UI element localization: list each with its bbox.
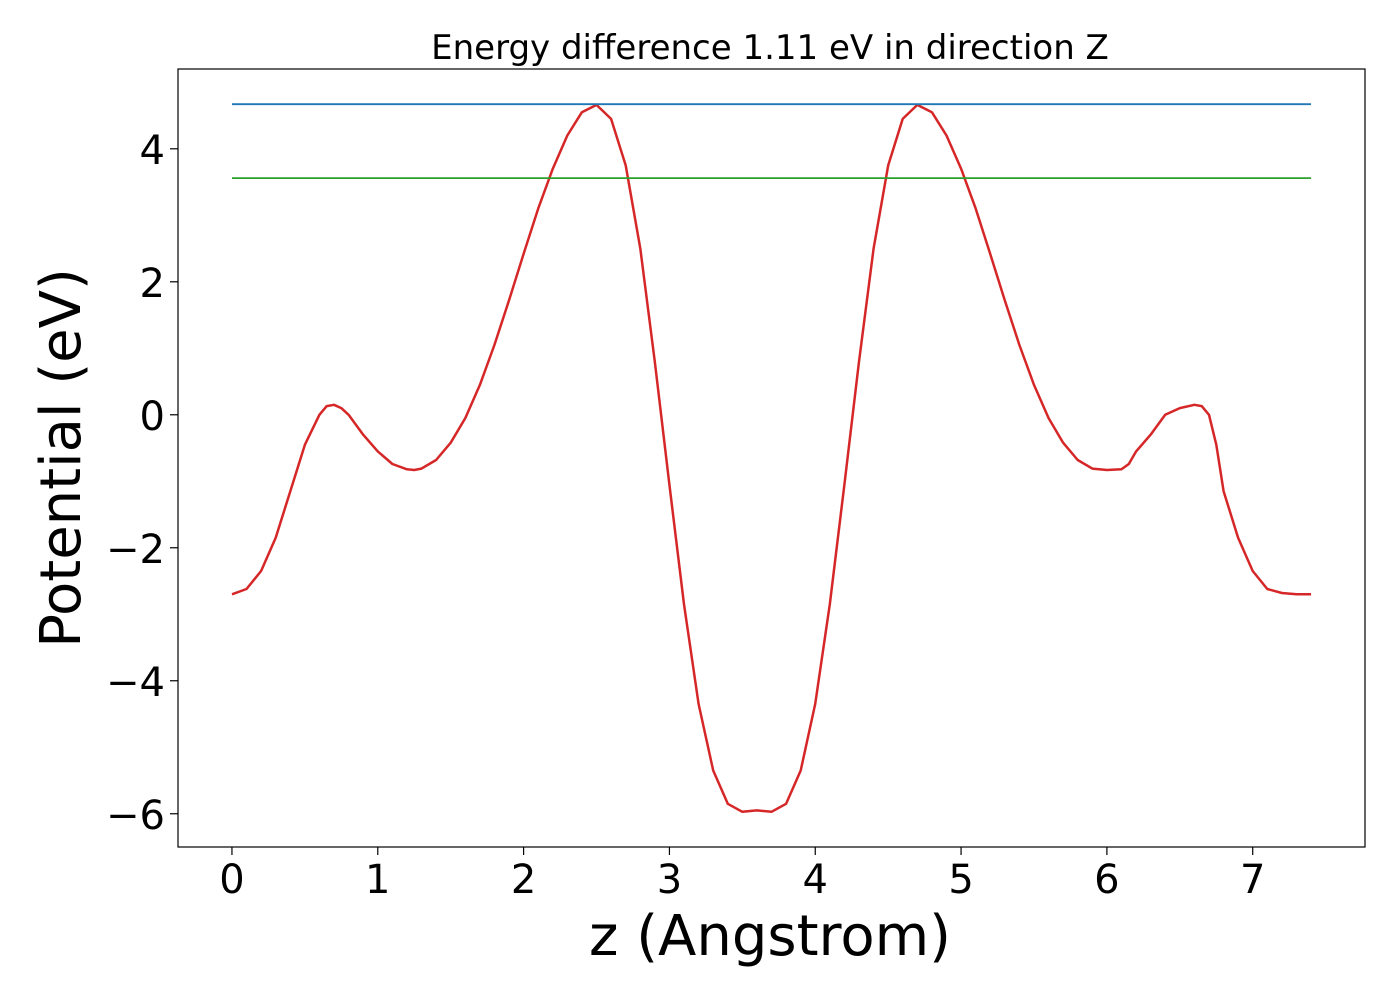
x-tick-label: 3 xyxy=(657,857,682,903)
y-tick-label: 0 xyxy=(140,394,165,440)
x-tick-label: 7 xyxy=(1240,857,1265,903)
chart-title: Energy difference 1.11 eV in direction Z xyxy=(431,28,1109,68)
y-tick-label: 4 xyxy=(140,128,165,174)
x-axis-title: z (Angstrom) xyxy=(589,904,951,969)
plot-frame xyxy=(177,68,1366,848)
y-tick-label: −2 xyxy=(106,527,165,573)
x-tick-label: 2 xyxy=(511,857,536,903)
y-tick-label: 2 xyxy=(140,261,165,307)
y-tick-label: −6 xyxy=(106,793,165,839)
x-tick-label: 5 xyxy=(948,857,973,903)
y-axis-title: Potential (eV) xyxy=(29,268,94,648)
series-line-0 xyxy=(231,103,1311,814)
x-tick-label: 0 xyxy=(219,857,244,903)
y-tick-label: −4 xyxy=(106,660,165,706)
x-tick-label: 6 xyxy=(1094,857,1119,903)
x-tick-label: 4 xyxy=(803,857,828,903)
x-tick-label: 1 xyxy=(365,857,390,903)
